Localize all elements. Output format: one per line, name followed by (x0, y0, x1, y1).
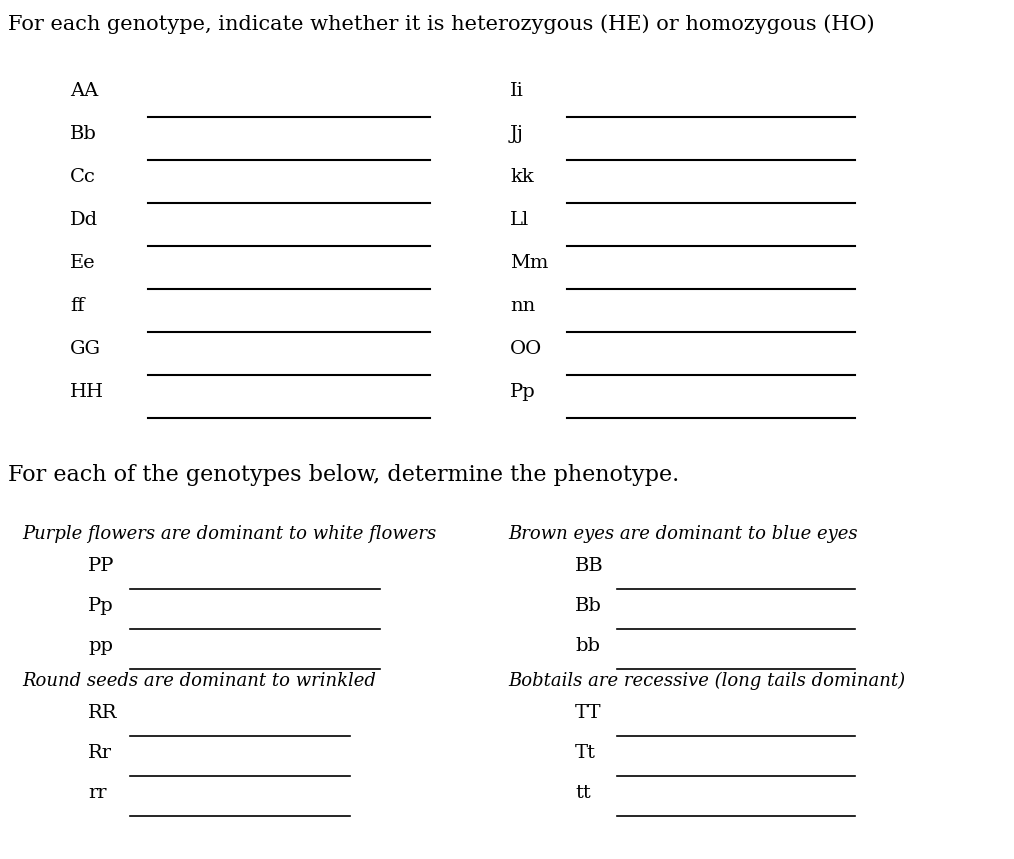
Text: nn: nn (510, 297, 535, 315)
Text: ff: ff (70, 297, 84, 315)
Text: For each genotype, indicate whether it is heterozygous (HE) or homozygous (HO): For each genotype, indicate whether it i… (8, 14, 875, 34)
Text: BB: BB (575, 557, 603, 575)
Text: TT: TT (575, 704, 601, 722)
Text: Mm: Mm (510, 254, 549, 272)
Text: Ll: Ll (510, 211, 529, 229)
Text: bb: bb (575, 637, 600, 655)
Text: rr: rr (88, 784, 106, 802)
Text: Cc: Cc (70, 168, 96, 186)
Text: Round seeds are dominant to wrinkled: Round seeds are dominant to wrinkled (22, 672, 376, 690)
Text: Pp: Pp (510, 383, 535, 401)
Text: Brown eyes are dominant to blue eyes: Brown eyes are dominant to blue eyes (508, 525, 858, 543)
Text: Rr: Rr (88, 744, 112, 762)
Text: AA: AA (70, 82, 98, 100)
Text: PP: PP (88, 557, 115, 575)
Text: OO: OO (510, 340, 542, 358)
Text: Bobtails are recessive (long tails dominant): Bobtails are recessive (long tails domin… (508, 672, 906, 691)
Text: Jj: Jj (510, 125, 524, 143)
Text: Dd: Dd (70, 211, 98, 229)
Text: HH: HH (70, 383, 104, 401)
Text: Tt: Tt (575, 744, 596, 762)
Text: GG: GG (70, 340, 101, 358)
Text: RR: RR (88, 704, 118, 722)
Text: For each of the genotypes below, determine the phenotype.: For each of the genotypes below, determi… (8, 464, 679, 486)
Text: tt: tt (575, 784, 591, 802)
Text: Purple flowers are dominant to white flowers: Purple flowers are dominant to white flo… (22, 525, 436, 543)
Text: Ee: Ee (70, 254, 95, 272)
Text: Bb: Bb (575, 597, 602, 615)
Text: pp: pp (88, 637, 113, 655)
Text: Bb: Bb (70, 125, 97, 143)
Text: kk: kk (510, 168, 533, 186)
Text: Ii: Ii (510, 82, 524, 100)
Text: Pp: Pp (88, 597, 114, 615)
